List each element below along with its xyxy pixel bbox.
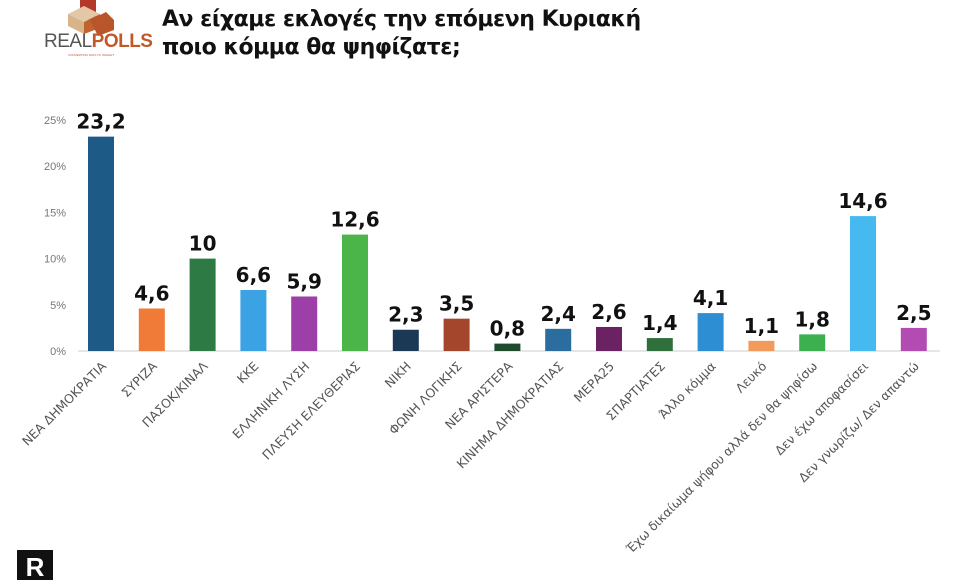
bar [900,327,927,351]
x-tick-label: ΝΙΚΗ [382,359,414,391]
bar [799,334,826,351]
y-tick-label: 20% [44,161,66,173]
bar [748,340,775,351]
x-tick-label: Έχω δικαίωμα ψήφου αλλά δεν θα ψηφίσω [622,359,820,557]
data-label: 2,4 [540,302,575,326]
bar [138,308,165,351]
logo-cubes-icon [68,0,114,36]
bar [494,343,521,351]
bar [697,313,724,351]
bar [88,136,114,351]
data-label: 1,1 [744,314,779,338]
x-tick-label: Λευκό [732,359,769,396]
y-tick-label: 5% [50,300,66,312]
x-tick-label: ΠΛΕΥΣΗ ΕΛΕΥΘΕΡΙΑΣ [259,358,363,462]
data-label: 4,1 [693,286,728,310]
bar [850,216,876,351]
x-tick-label: ΜΕΡΑ25 [571,359,617,405]
data-label: 2,3 [388,303,423,327]
bar [443,318,470,351]
bar-chart: 0% 5% 10% 15% 20% 25% 23,2 ΝΕΑ ΔΗΜΟΚΡΑΤΙΑ 4,6 ΣΥΡ… [19,110,940,557]
data-label: 2,5 [896,301,931,325]
realpolls-logo [40,0,150,62]
x-tick-label: ΝΕΑ ΔΗΜΟΚΡΑΤΙΑ [19,358,109,448]
data-label: 5,9 [286,269,321,293]
data-label: 2,6 [591,300,626,324]
logo-text-real: REAL [44,31,92,52]
data-label: 12,6 [330,208,379,232]
title-line-2: ποιο κόμμα θα ψηφίζατε; [162,35,461,60]
data-label: 6,6 [236,263,271,287]
x-tick-label: ΣΥΡΙΖΑ [118,358,160,400]
chart-title: Αν είχαμε εκλογές την επόμενη Κυριακή πο… [162,6,641,62]
data-label: 4,6 [134,281,169,305]
logo-text-polls: POLLS [91,31,153,52]
bar [342,234,368,351]
data-label: 23,2 [76,110,125,134]
bar [291,296,318,351]
y-tick-label: 10% [44,254,66,266]
title-line-1: Αν είχαμε εκλογές την επόμενη Κυριακή [162,7,641,32]
bar [596,326,622,351]
data-label: 14,6 [838,189,887,213]
bar [189,258,216,351]
corner-logo-mark: R [17,550,53,582]
y-tick-label: 15% [44,207,66,219]
logo-tagline: CONVERTING DATA TO INSIGHT [68,53,115,57]
bar [545,328,572,351]
data-label: 1,8 [794,307,829,331]
y-tick-label: 0% [50,346,66,358]
x-tick-label: ΚΚΕ [234,358,262,386]
data-label: 10 [189,232,217,256]
data-label: 3,5 [439,292,474,316]
bar [392,329,419,351]
x-tick-label: Δεν έχω αποφασίσει [772,359,871,458]
y-tick-label: 25% [44,115,66,127]
logo-text: REALPOLLS [44,31,153,53]
x-tick-label: ΚΙΝΗΜΑ ΔΗΜΟΚΡΑΤΙΑΣ [453,358,566,471]
data-label: 1,4 [642,311,677,335]
bar [240,290,267,351]
bar [646,338,673,351]
data-label: 0,8 [490,317,525,341]
